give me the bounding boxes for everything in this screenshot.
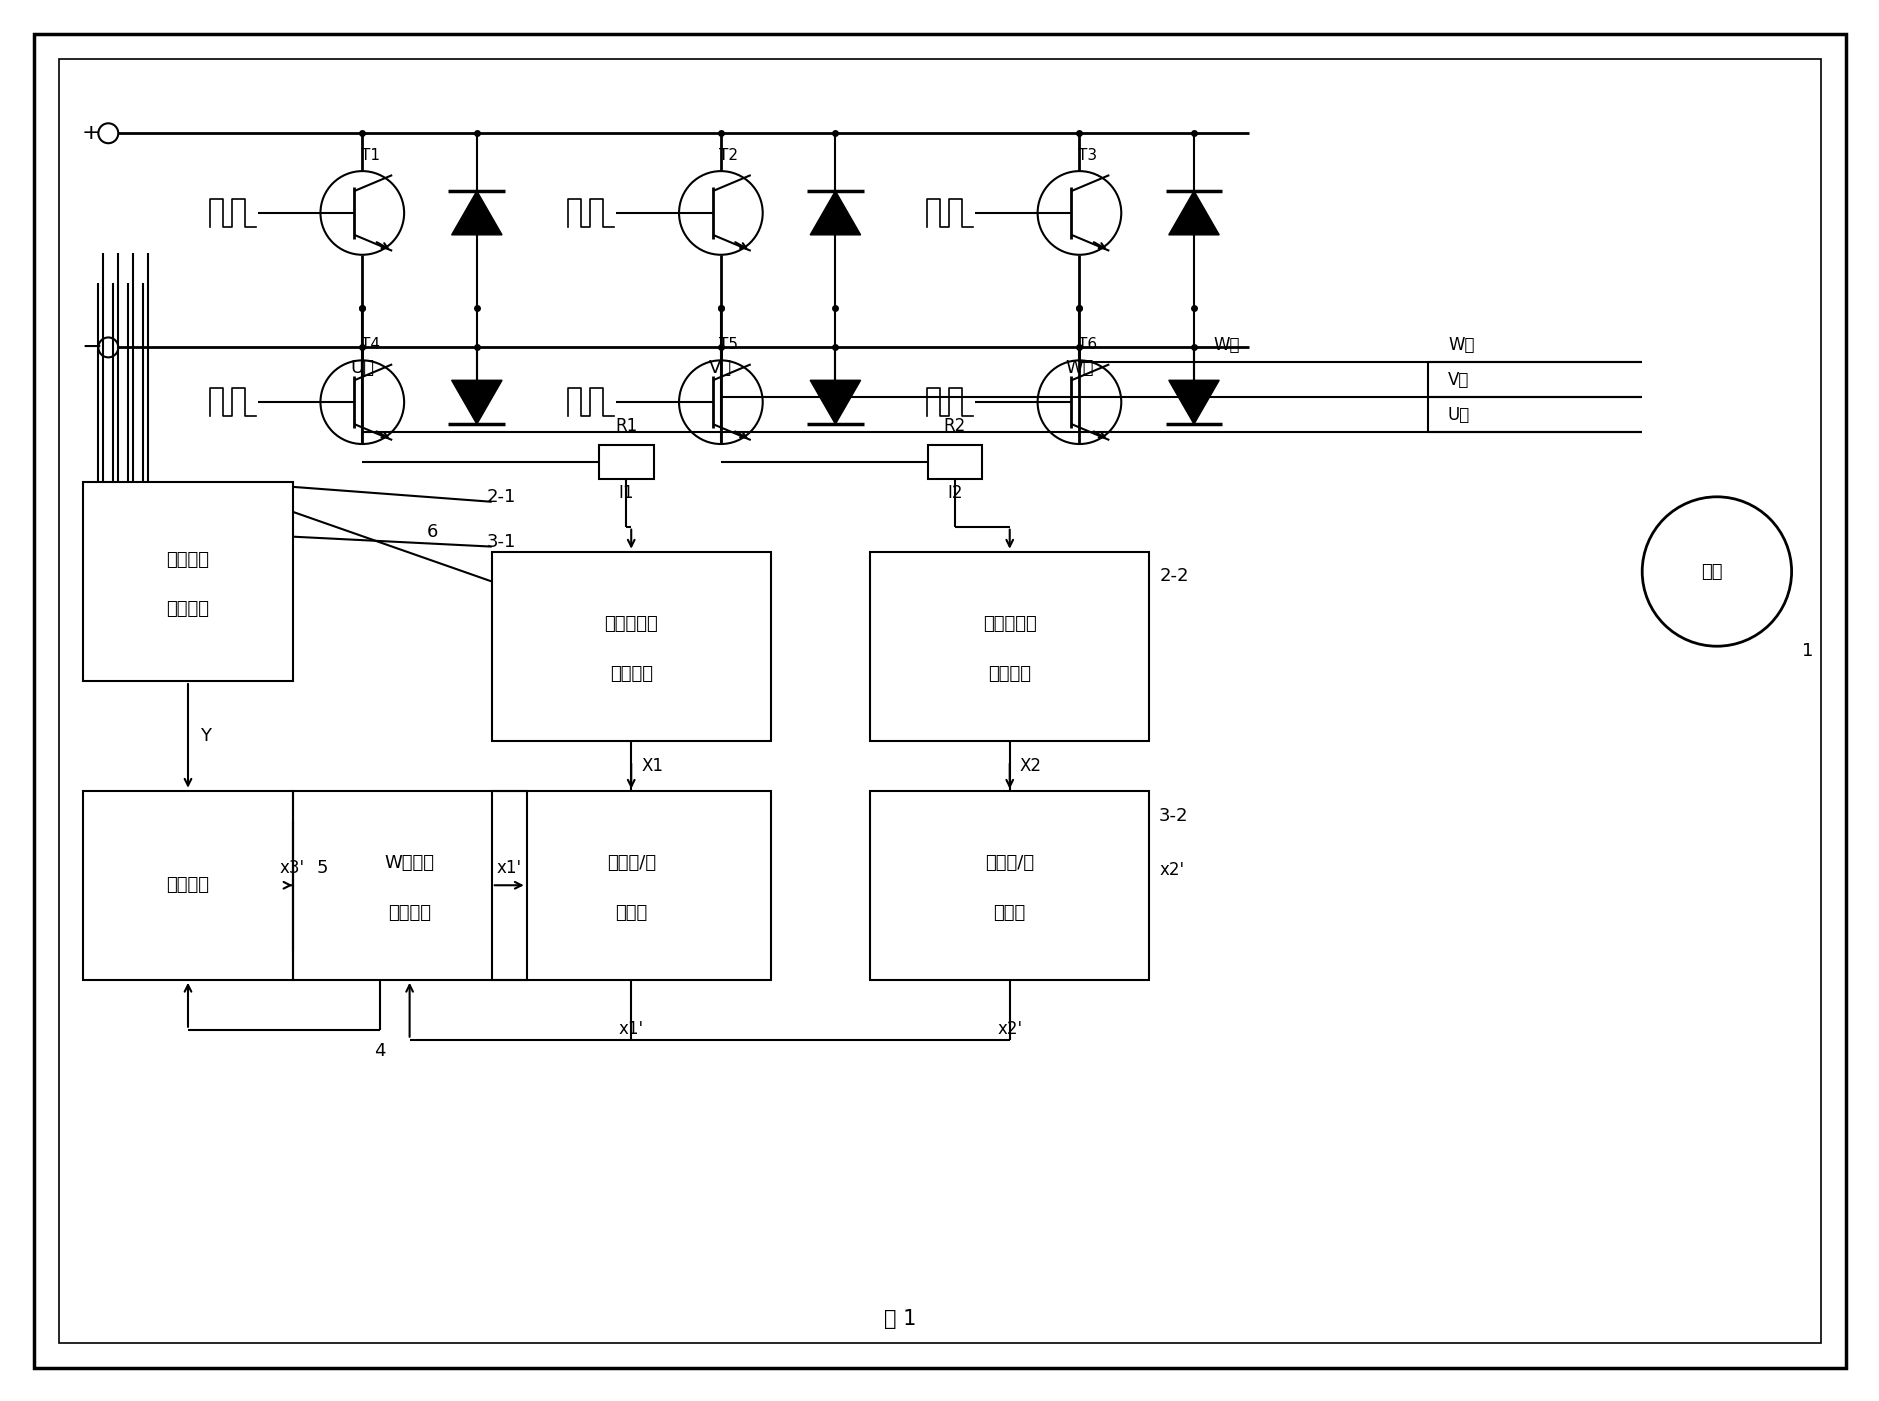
Text: T1: T1	[361, 149, 380, 163]
Text: R1: R1	[614, 416, 637, 434]
Text: 驱动电路: 驱动电路	[167, 601, 209, 618]
Bar	[83, 790, 293, 979]
Text: I1: I1	[618, 485, 633, 503]
Text: x1': x1'	[496, 859, 522, 877]
Text: U相: U相	[1449, 406, 1469, 425]
Text: x2': x2'	[1159, 862, 1184, 880]
Text: 放大电路: 放大电路	[609, 665, 652, 684]
Bar	[599, 444, 654, 479]
Text: 第一模/数: 第一模/数	[607, 855, 656, 873]
Text: 控制电路: 控制电路	[167, 876, 209, 894]
Text: X1: X1	[641, 757, 663, 775]
Text: U相: U相	[349, 360, 374, 377]
Bar	[870, 790, 1150, 979]
Text: x2': x2'	[998, 1020, 1022, 1038]
Text: +: +	[83, 123, 101, 143]
Text: 电机: 电机	[1700, 563, 1723, 580]
Bar	[293, 790, 526, 979]
Text: X2: X2	[1020, 757, 1041, 775]
Text: 转换器: 转换器	[614, 904, 648, 922]
Text: 6: 6	[427, 523, 438, 541]
Text: x1': x1'	[618, 1020, 644, 1038]
Text: 4: 4	[374, 1041, 385, 1059]
Polygon shape	[451, 191, 502, 235]
Polygon shape	[810, 380, 861, 425]
Text: T2: T2	[720, 149, 738, 163]
Polygon shape	[451, 380, 502, 425]
Text: V相: V相	[708, 360, 733, 377]
Text: 第二滤波、: 第二滤波、	[983, 615, 1037, 633]
Text: 3-2: 3-2	[1159, 807, 1189, 825]
Text: I2: I2	[947, 485, 962, 503]
Text: 第二模/数: 第二模/数	[985, 855, 1033, 873]
Text: 2-1: 2-1	[487, 488, 517, 506]
Text: W相: W相	[1065, 360, 1094, 377]
Text: −: −	[81, 335, 101, 360]
Text: R2: R2	[943, 416, 966, 434]
Text: W相求值: W相求值	[385, 855, 434, 873]
Text: 放大电路: 放大电路	[988, 665, 1032, 684]
Bar	[928, 444, 983, 479]
Text: 功率器件: 功率器件	[167, 551, 209, 569]
Bar	[83, 482, 293, 681]
Text: 运算电路: 运算电路	[389, 904, 430, 922]
Polygon shape	[810, 191, 861, 235]
Text: 1: 1	[1802, 642, 1813, 660]
Bar	[492, 790, 770, 979]
Text: W相: W相	[1214, 336, 1240, 354]
Text: 图 1: 图 1	[883, 1309, 917, 1328]
Text: 第一滤波、: 第一滤波、	[605, 615, 658, 633]
Text: T3: T3	[1079, 149, 1097, 163]
Text: 3-1: 3-1	[487, 532, 517, 551]
Text: T5: T5	[720, 338, 738, 353]
Bar	[492, 552, 770, 741]
Text: x3': x3'	[280, 859, 304, 877]
Text: W相: W相	[1449, 336, 1475, 354]
Text: 2-2: 2-2	[1159, 567, 1189, 586]
Text: 转换器: 转换器	[994, 904, 1026, 922]
Polygon shape	[1169, 380, 1219, 425]
Bar	[870, 552, 1150, 741]
Text: T6: T6	[1079, 338, 1097, 353]
Text: T4: T4	[361, 338, 380, 353]
Text: 5: 5	[318, 859, 329, 877]
Text: Y: Y	[199, 727, 210, 745]
Text: V相: V相	[1449, 371, 1469, 389]
Polygon shape	[1169, 191, 1219, 235]
